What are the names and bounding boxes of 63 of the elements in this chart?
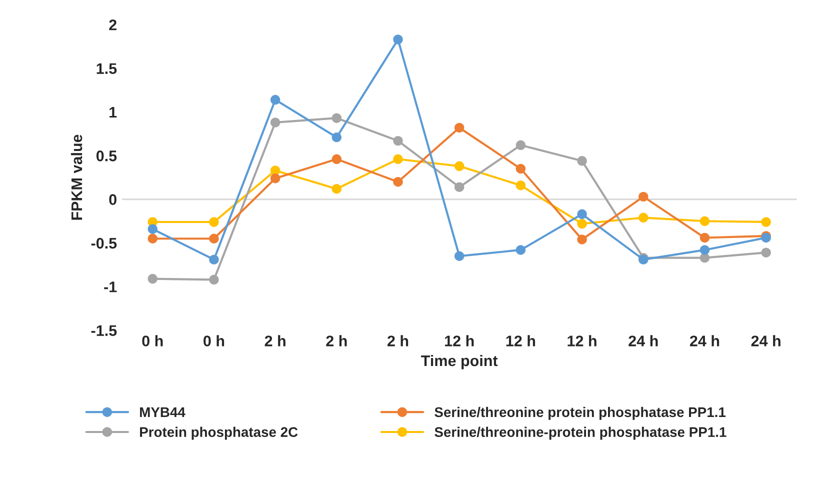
x-tick-label: 2 h xyxy=(387,335,408,346)
point xyxy=(761,248,771,258)
x-tick-label: 0 h xyxy=(142,335,163,346)
point xyxy=(270,166,280,176)
point xyxy=(270,118,280,128)
x-tick-label: 12 h xyxy=(506,335,536,346)
point xyxy=(454,122,464,133)
point xyxy=(577,234,587,244)
point xyxy=(270,173,280,184)
point xyxy=(270,94,280,105)
y-tick-label: 0 xyxy=(109,194,116,205)
y-tick-label: -1.5 xyxy=(91,325,117,336)
point xyxy=(332,113,342,123)
x-tick-label: 24 h xyxy=(628,335,658,346)
y-tick-label: 0.5 xyxy=(96,150,117,162)
point xyxy=(332,132,342,142)
point xyxy=(393,34,403,44)
point xyxy=(209,234,219,244)
point xyxy=(761,217,771,227)
point xyxy=(148,274,158,284)
point xyxy=(209,274,219,285)
point xyxy=(209,254,219,264)
x-tick-label: 24 h xyxy=(690,335,720,346)
point xyxy=(148,224,158,234)
point xyxy=(638,212,648,223)
x-tick-label: 2 h xyxy=(264,335,286,346)
point xyxy=(148,234,158,244)
point xyxy=(577,209,587,220)
x-axis-title: Time point xyxy=(421,354,498,370)
y-axis-title: FPKM value xyxy=(70,134,82,220)
x-tick-label: 0 h xyxy=(204,335,224,346)
y-tick-label: 1.5 xyxy=(96,63,117,74)
x-tick-label: 12 h xyxy=(445,335,474,346)
point xyxy=(700,216,710,226)
point xyxy=(577,156,587,166)
point xyxy=(393,136,403,146)
point xyxy=(332,154,342,164)
point xyxy=(332,184,342,194)
x-tick-label: 2 h xyxy=(326,335,347,346)
point xyxy=(454,161,464,171)
point xyxy=(516,245,526,255)
legend-label: Serine/threonine protein phosphatase PP1.1 xyxy=(434,406,726,420)
point xyxy=(700,245,710,255)
point xyxy=(516,164,526,174)
point xyxy=(638,192,648,202)
point xyxy=(209,217,219,227)
legend-label: MYB44 xyxy=(140,407,186,417)
y-tick-label: -1 xyxy=(104,282,117,292)
y-tick-label: -0.5 xyxy=(91,238,117,249)
legend-label: Protein phosphatase 2C xyxy=(140,426,298,440)
point xyxy=(393,154,403,164)
point xyxy=(454,182,464,192)
point xyxy=(393,176,403,187)
legend-label: Serine/threonine-protein phosphatase PP1.1 xyxy=(434,426,726,440)
point xyxy=(577,218,587,229)
x-tick-label: 24 h xyxy=(751,335,780,346)
y-tick-label: 2 xyxy=(109,20,116,30)
point xyxy=(454,251,464,261)
y-tick-label: 1 xyxy=(110,107,117,118)
point xyxy=(516,180,526,190)
point xyxy=(700,232,710,243)
x-tick-label: 12 h xyxy=(568,335,596,346)
point xyxy=(516,140,526,150)
